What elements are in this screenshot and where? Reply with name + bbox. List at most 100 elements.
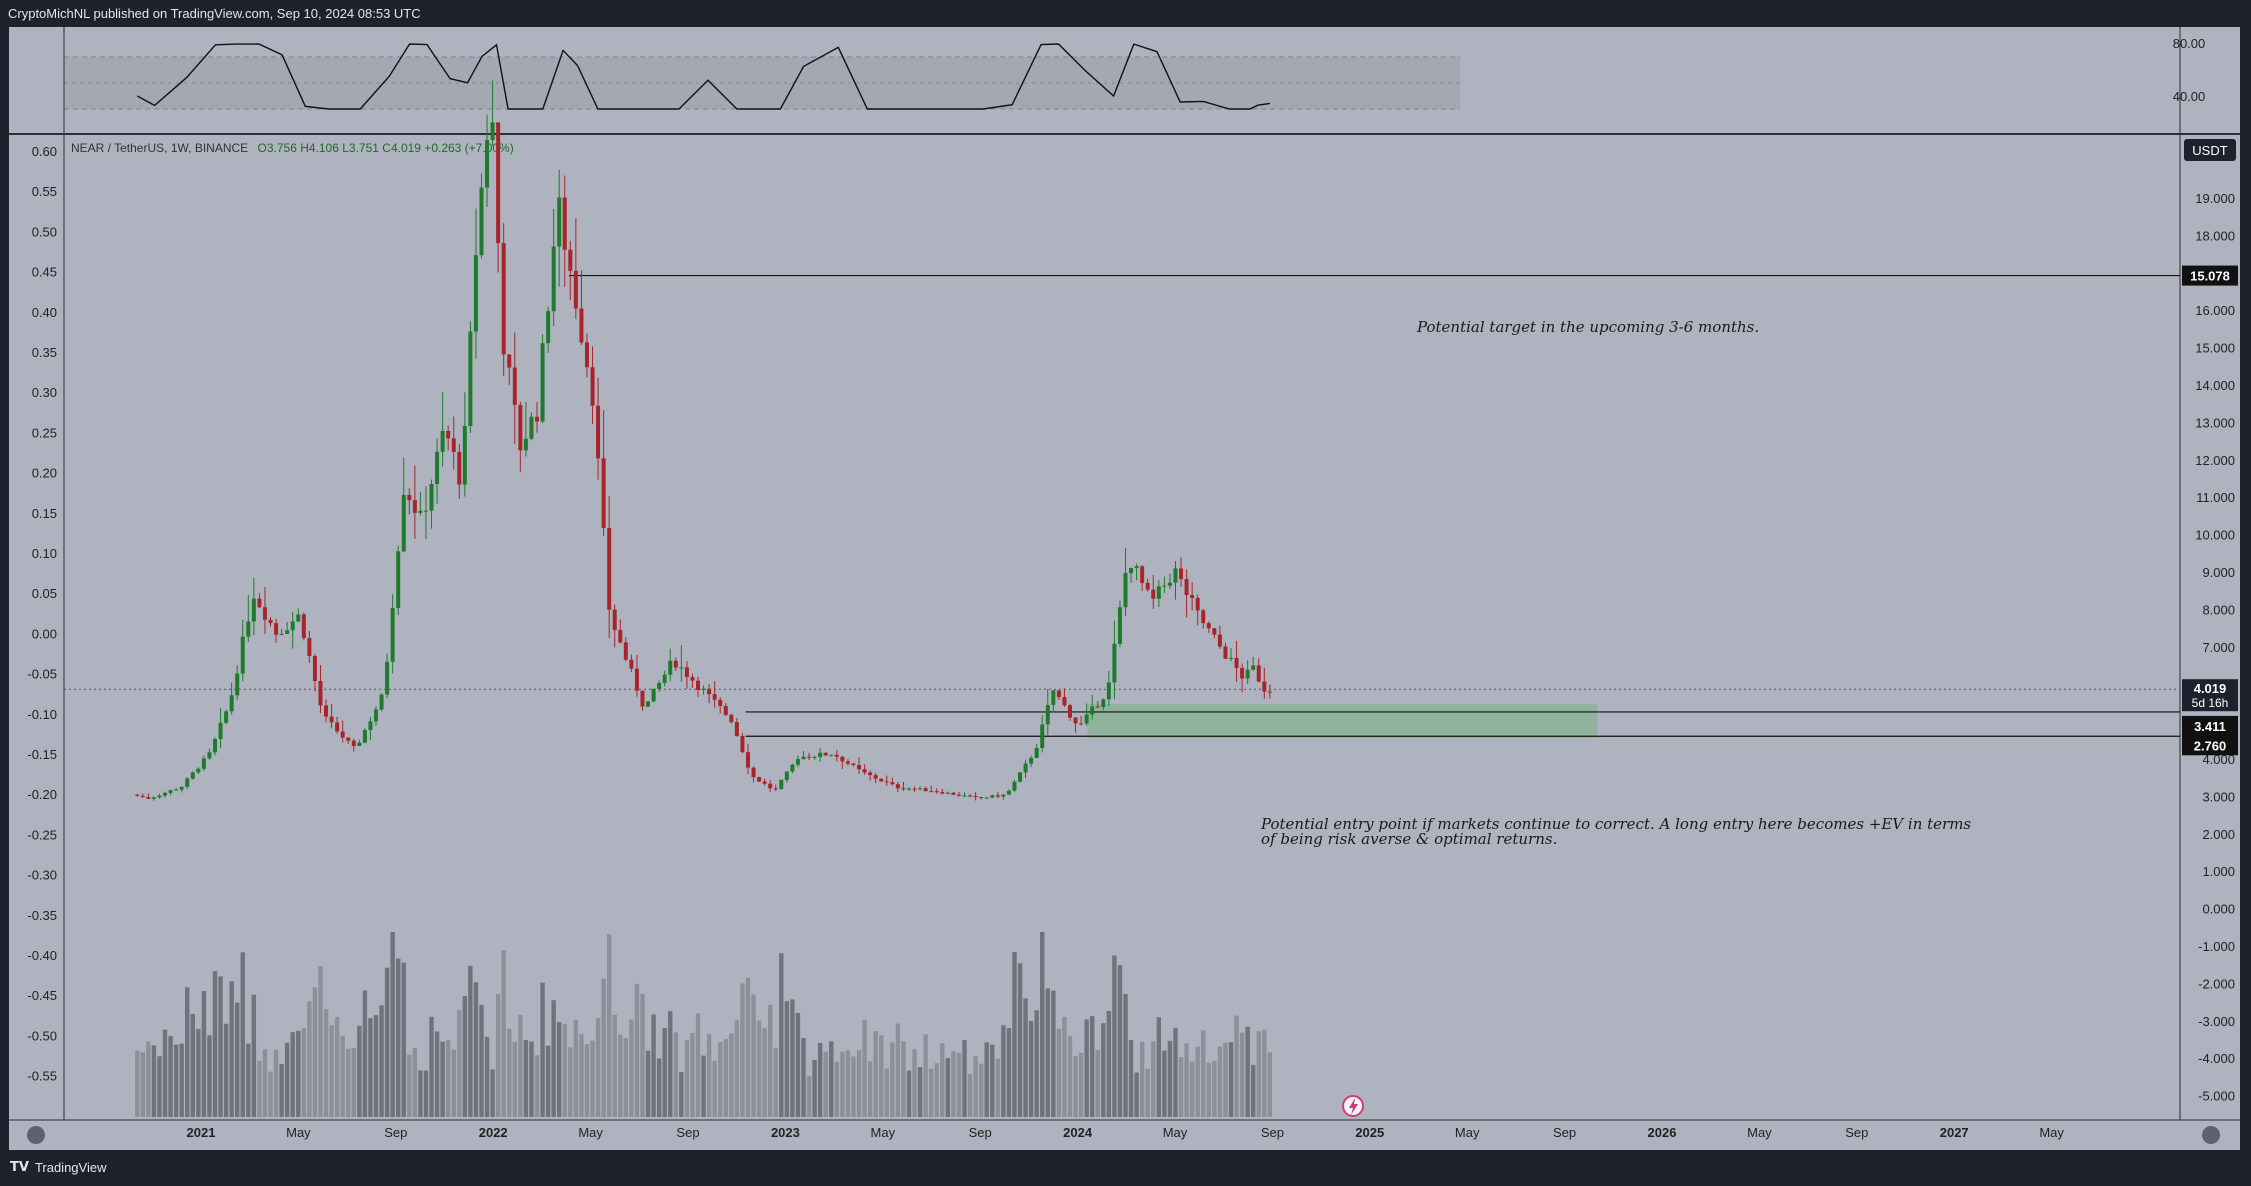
candle-body bbox=[1240, 667, 1245, 679]
scale-dot-icon[interactable] bbox=[2202, 1126, 2220, 1144]
candle-body bbox=[490, 122, 495, 140]
candle-body bbox=[612, 609, 617, 631]
candle-body bbox=[923, 788, 928, 792]
volume-bar bbox=[501, 950, 506, 1117]
volume-bar bbox=[462, 996, 468, 1117]
volume-bar bbox=[1134, 1072, 1139, 1117]
candle-body bbox=[501, 242, 506, 355]
candle-body bbox=[646, 701, 651, 707]
entry-zone-box[interactable] bbox=[1087, 704, 1598, 738]
candle-body bbox=[723, 706, 728, 715]
candle-body bbox=[1045, 704, 1050, 725]
volume-bar bbox=[1189, 1061, 1195, 1117]
volume-bar bbox=[168, 1036, 173, 1117]
time-axis-tick: Sep bbox=[1261, 1125, 1284, 1140]
volume-bar bbox=[362, 990, 368, 1117]
candle-body bbox=[1034, 747, 1039, 758]
candle-body bbox=[529, 416, 534, 439]
volume-bar bbox=[612, 1014, 617, 1117]
candle-body bbox=[629, 659, 634, 669]
candle-body bbox=[862, 769, 867, 773]
candle-body bbox=[390, 607, 395, 662]
volume-bar bbox=[718, 1042, 723, 1117]
right-axis-tick: -4.000 bbox=[2198, 1051, 2235, 1066]
candle-body bbox=[601, 458, 606, 529]
volume-bar bbox=[162, 1029, 168, 1117]
volume-bar bbox=[623, 1037, 629, 1117]
volume-bar bbox=[235, 1002, 240, 1117]
left-axis-tick: 0.30 bbox=[32, 385, 57, 400]
candle-body bbox=[190, 772, 195, 779]
candle-body bbox=[451, 438, 456, 453]
time-axis-tick: May bbox=[286, 1125, 311, 1140]
symbol-legend[interactable]: NEAR / TetherUS, 1W, BINANCE O3.756 H4.1… bbox=[71, 141, 514, 155]
candle-body bbox=[551, 246, 556, 312]
volume-bar bbox=[307, 1001, 312, 1117]
time-axis-tick: Sep bbox=[1553, 1125, 1576, 1140]
candle-body bbox=[1067, 705, 1072, 718]
time-axis-tick: 2026 bbox=[1648, 1125, 1677, 1140]
candle-body bbox=[457, 452, 462, 485]
volume-bar bbox=[751, 994, 756, 1117]
volume-bar bbox=[1034, 1010, 1039, 1117]
volume-bar bbox=[1156, 1017, 1162, 1117]
currency-tag[interactable]: USDT bbox=[2184, 139, 2236, 161]
volume-bar bbox=[329, 1025, 334, 1117]
candle-body bbox=[140, 795, 145, 797]
volume-bar bbox=[1245, 1026, 1250, 1117]
candle-body bbox=[568, 249, 573, 271]
volume-bar bbox=[1173, 1027, 1178, 1117]
time-axis-tick: 2024 bbox=[1063, 1125, 1093, 1140]
volume-bar bbox=[668, 1011, 673, 1117]
volume-bar bbox=[734, 1020, 740, 1117]
candle-body bbox=[507, 354, 512, 368]
time-axis: 2021 May Sep 2022 May Sep 2023 May Sep 2024 May Sep… bbox=[187, 1125, 2065, 1140]
volume-bar bbox=[618, 1034, 623, 1117]
target-annotation[interactable]: Potential target in the upcoming 3-6 mon… bbox=[1416, 318, 1759, 336]
candle-body bbox=[757, 777, 762, 782]
candle-body bbox=[1184, 579, 1189, 596]
candle-body bbox=[401, 494, 406, 552]
candle-body bbox=[329, 716, 334, 723]
chart-svg[interactable]: 80.00 40.00 0.60 0.55 0.50 0.45 0.40 0.35 0.30… bbox=[9, 27, 2240, 1150]
candle-body bbox=[485, 139, 490, 188]
candle-body bbox=[296, 614, 301, 622]
volume-bar bbox=[1006, 1028, 1012, 1117]
candle-body bbox=[435, 451, 440, 485]
settings-dot-icon[interactable] bbox=[27, 1126, 45, 1144]
lightning-icon[interactable] bbox=[1342, 1095, 1364, 1117]
volume-bar bbox=[978, 1063, 984, 1117]
candle-body bbox=[696, 680, 701, 690]
volume-bar bbox=[146, 1041, 151, 1117]
candle-body bbox=[768, 783, 773, 789]
volume-bar bbox=[606, 934, 612, 1117]
candle-body bbox=[257, 598, 262, 608]
right-axis-tick: -3.000 bbox=[2198, 1014, 2235, 1029]
candle-body bbox=[1256, 665, 1261, 682]
volume-bar bbox=[157, 1056, 162, 1117]
volume-bar bbox=[1262, 1029, 1267, 1117]
volume-bar bbox=[457, 1009, 462, 1117]
candle-body bbox=[1129, 568, 1134, 574]
candle-body bbox=[1084, 714, 1089, 724]
volume-bar bbox=[251, 994, 257, 1117]
volume-bar bbox=[801, 1037, 806, 1117]
tradingview-brand[interactable]: TV TradingView bbox=[10, 1160, 106, 1175]
volume-bar bbox=[1239, 1032, 1245, 1117]
candle-body bbox=[496, 122, 501, 243]
candle-body bbox=[1201, 610, 1206, 624]
volume-bar bbox=[490, 1069, 495, 1117]
candle-body bbox=[740, 735, 745, 753]
candle-body bbox=[446, 430, 451, 439]
entry-annotation-line1[interactable]: Potential entry point if markets continu… bbox=[1260, 815, 1971, 833]
volume-bar bbox=[173, 1044, 179, 1117]
volume-bar bbox=[1101, 1023, 1106, 1117]
left-axis-tick: -0.25 bbox=[27, 827, 57, 842]
entry-annotation-line2[interactable]: of being risk averse & optimal returns. bbox=[1261, 830, 1557, 848]
right-axis-tick: 7.000 bbox=[2202, 640, 2235, 655]
candle-body bbox=[357, 742, 362, 747]
volume-bar bbox=[1234, 1015, 1239, 1117]
candle-body bbox=[668, 660, 673, 675]
volume-bar bbox=[895, 1023, 901, 1117]
candle-body bbox=[468, 331, 473, 426]
